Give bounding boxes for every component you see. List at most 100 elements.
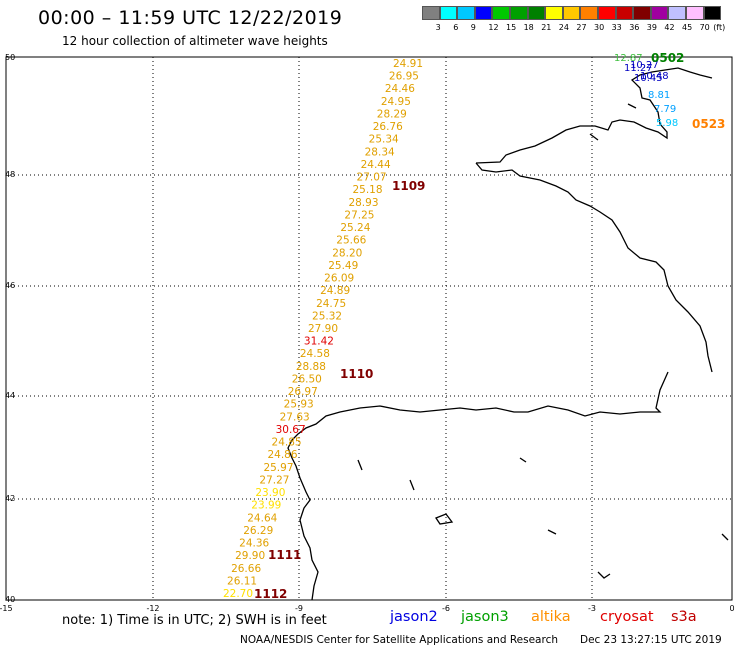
instrument-altika: altika bbox=[531, 609, 571, 625]
legend-swatch bbox=[597, 6, 616, 20]
wave-height-label: 5.98 bbox=[656, 118, 678, 129]
wave-height-label: 25.18 bbox=[352, 184, 382, 196]
lon-tick-label: -3 bbox=[588, 604, 596, 613]
color-legend bbox=[422, 6, 722, 20]
wave-height-label: 25.93 bbox=[284, 399, 314, 411]
legend-swatch bbox=[650, 6, 669, 20]
wave-height-label: 26.09 bbox=[324, 273, 354, 285]
wave-height-label: 7.79 bbox=[654, 104, 676, 115]
wave-height-label: 27.27 bbox=[259, 474, 289, 486]
lat-tick-label: 50 bbox=[5, 53, 15, 62]
wave-height-label: 28.29 bbox=[377, 108, 407, 120]
wave-height-label: 25.49 bbox=[328, 260, 358, 272]
pass-id-label: 1111 bbox=[268, 548, 301, 562]
lat-tick-label: 40 bbox=[5, 595, 15, 604]
legend-label: 9 bbox=[470, 23, 476, 32]
wave-height-label: 27.07 bbox=[357, 172, 387, 184]
legend-swatch bbox=[422, 6, 440, 20]
wave-height-label: 25.34 bbox=[369, 134, 399, 146]
legend-swatch bbox=[439, 6, 458, 20]
instrument-cryosat: cryosat bbox=[600, 609, 654, 625]
legend-swatch bbox=[633, 6, 651, 20]
wave-height-label: 24.58 bbox=[300, 348, 330, 360]
legend-label: 30 bbox=[594, 23, 605, 32]
pass-id-label: 1112 bbox=[254, 587, 287, 601]
legend-swatch bbox=[509, 6, 528, 20]
legend-label: 15 bbox=[506, 23, 517, 32]
legend-swatch bbox=[492, 6, 510, 20]
wave-height-label: 26.11 bbox=[227, 575, 257, 587]
legend-label: 21 bbox=[541, 23, 552, 32]
legend-label: (ft) bbox=[713, 23, 726, 32]
legend-label: 45 bbox=[682, 23, 693, 32]
pass-id-label: 0502 bbox=[651, 51, 684, 65]
wave-height-label: 28.20 bbox=[332, 247, 362, 259]
wave-height-label: 10.48 bbox=[640, 71, 669, 82]
wave-height-label: 10.45 bbox=[634, 73, 663, 84]
wave-height-label: 26.66 bbox=[231, 563, 261, 575]
instrument-jason2: jason2 bbox=[390, 609, 438, 625]
wave-height-label: 25.97 bbox=[263, 462, 293, 474]
wave-height-label: 23.90 bbox=[255, 487, 285, 499]
legend-label: 24 bbox=[558, 23, 569, 32]
wave-height-label: 10.27 bbox=[630, 60, 659, 71]
wave-height-label: 22.70 bbox=[223, 588, 253, 600]
pass-id-label: 1110 bbox=[340, 367, 373, 381]
wave-height-label: 24.75 bbox=[316, 298, 346, 310]
legend-swatch bbox=[580, 6, 598, 20]
wave-height-label: 28.93 bbox=[348, 197, 378, 209]
wave-height-label: 24.85 bbox=[272, 437, 302, 449]
page-subtitle: 12 hour collection of altimeter wave hei… bbox=[62, 34, 328, 48]
legend-label: 70 bbox=[699, 23, 710, 32]
legend-swatch bbox=[562, 6, 581, 20]
pass-id-label: 1109 bbox=[392, 179, 425, 193]
credit-text: NOAA/NESDIS Center for Satellite Applica… bbox=[240, 634, 558, 646]
page-title: 00:00 – 11:59 UTC 12/22/2019 bbox=[38, 7, 343, 29]
wave-height-label: 24.46 bbox=[385, 83, 415, 95]
lon-tick-label: -6 bbox=[442, 604, 450, 613]
legend-label: 39 bbox=[646, 23, 657, 32]
lon-tick-label: -9 bbox=[295, 604, 303, 613]
wave-height-label: 27.90 bbox=[308, 323, 338, 335]
wave-height-label: 24.95 bbox=[381, 96, 411, 108]
wave-height-label: 24.91 bbox=[393, 58, 423, 70]
wave-height-label: 30.67 bbox=[276, 424, 306, 436]
legend-swatch bbox=[685, 6, 704, 20]
lon-tick-label: -12 bbox=[146, 604, 159, 613]
wave-height-label: 11.27 bbox=[624, 63, 653, 74]
legend-swatch bbox=[703, 6, 722, 20]
legend-label: 33 bbox=[611, 23, 622, 32]
lon-tick-label: -15 bbox=[0, 604, 13, 613]
wave-height-label: 26.29 bbox=[243, 525, 273, 537]
legend-swatch bbox=[615, 6, 634, 20]
legend-swatch bbox=[545, 6, 563, 20]
graticule: -15 -12 -9 -6 -3 0 50 48 46 44 42 40 bbox=[0, 53, 735, 613]
legend-swatch bbox=[457, 6, 475, 20]
lat-tick-label: 48 bbox=[5, 170, 15, 179]
wave-height-label: 24.44 bbox=[361, 159, 391, 171]
legend-swatch bbox=[527, 6, 546, 20]
legend-label: 42 bbox=[664, 23, 675, 32]
wave-height-label: 24.89 bbox=[320, 285, 350, 297]
footer-note: note: 1) Time is in UTC; 2) SWH is in fe… bbox=[62, 613, 327, 628]
legend-label: 18 bbox=[523, 23, 534, 32]
pass-id-label: 0523 bbox=[692, 117, 725, 131]
wave-height-label: 25.66 bbox=[336, 235, 366, 247]
wave-height-label: 28.88 bbox=[296, 361, 326, 373]
lat-tick-label: 44 bbox=[5, 391, 15, 400]
wave-height-label: 28.34 bbox=[365, 146, 395, 158]
wave-height-label: 25.32 bbox=[312, 310, 342, 322]
timestamp-text: Dec 23 13:27:15 UTC 2019 bbox=[580, 634, 722, 646]
altimeter-tracks: 24.9126.9524.4624.9528.2926.7625.3428.34… bbox=[223, 51, 725, 601]
wave-height-label: 25.24 bbox=[340, 222, 370, 234]
wave-height-label: 8.81 bbox=[648, 90, 670, 101]
legend-swatch bbox=[668, 6, 686, 20]
lat-tick-label: 42 bbox=[5, 494, 15, 503]
wave-height-label: 26.50 bbox=[292, 373, 322, 385]
wave-height-label: 24.64 bbox=[247, 512, 277, 524]
coastline bbox=[287, 67, 729, 601]
legend-label: 12 bbox=[488, 23, 499, 32]
wave-height-label: 12.87 bbox=[614, 53, 643, 64]
wave-height-label: 27.25 bbox=[344, 209, 374, 221]
